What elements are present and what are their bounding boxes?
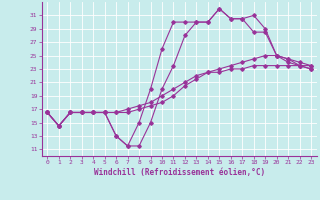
X-axis label: Windchill (Refroidissement éolien,°C): Windchill (Refroidissement éolien,°C) xyxy=(94,168,265,177)
